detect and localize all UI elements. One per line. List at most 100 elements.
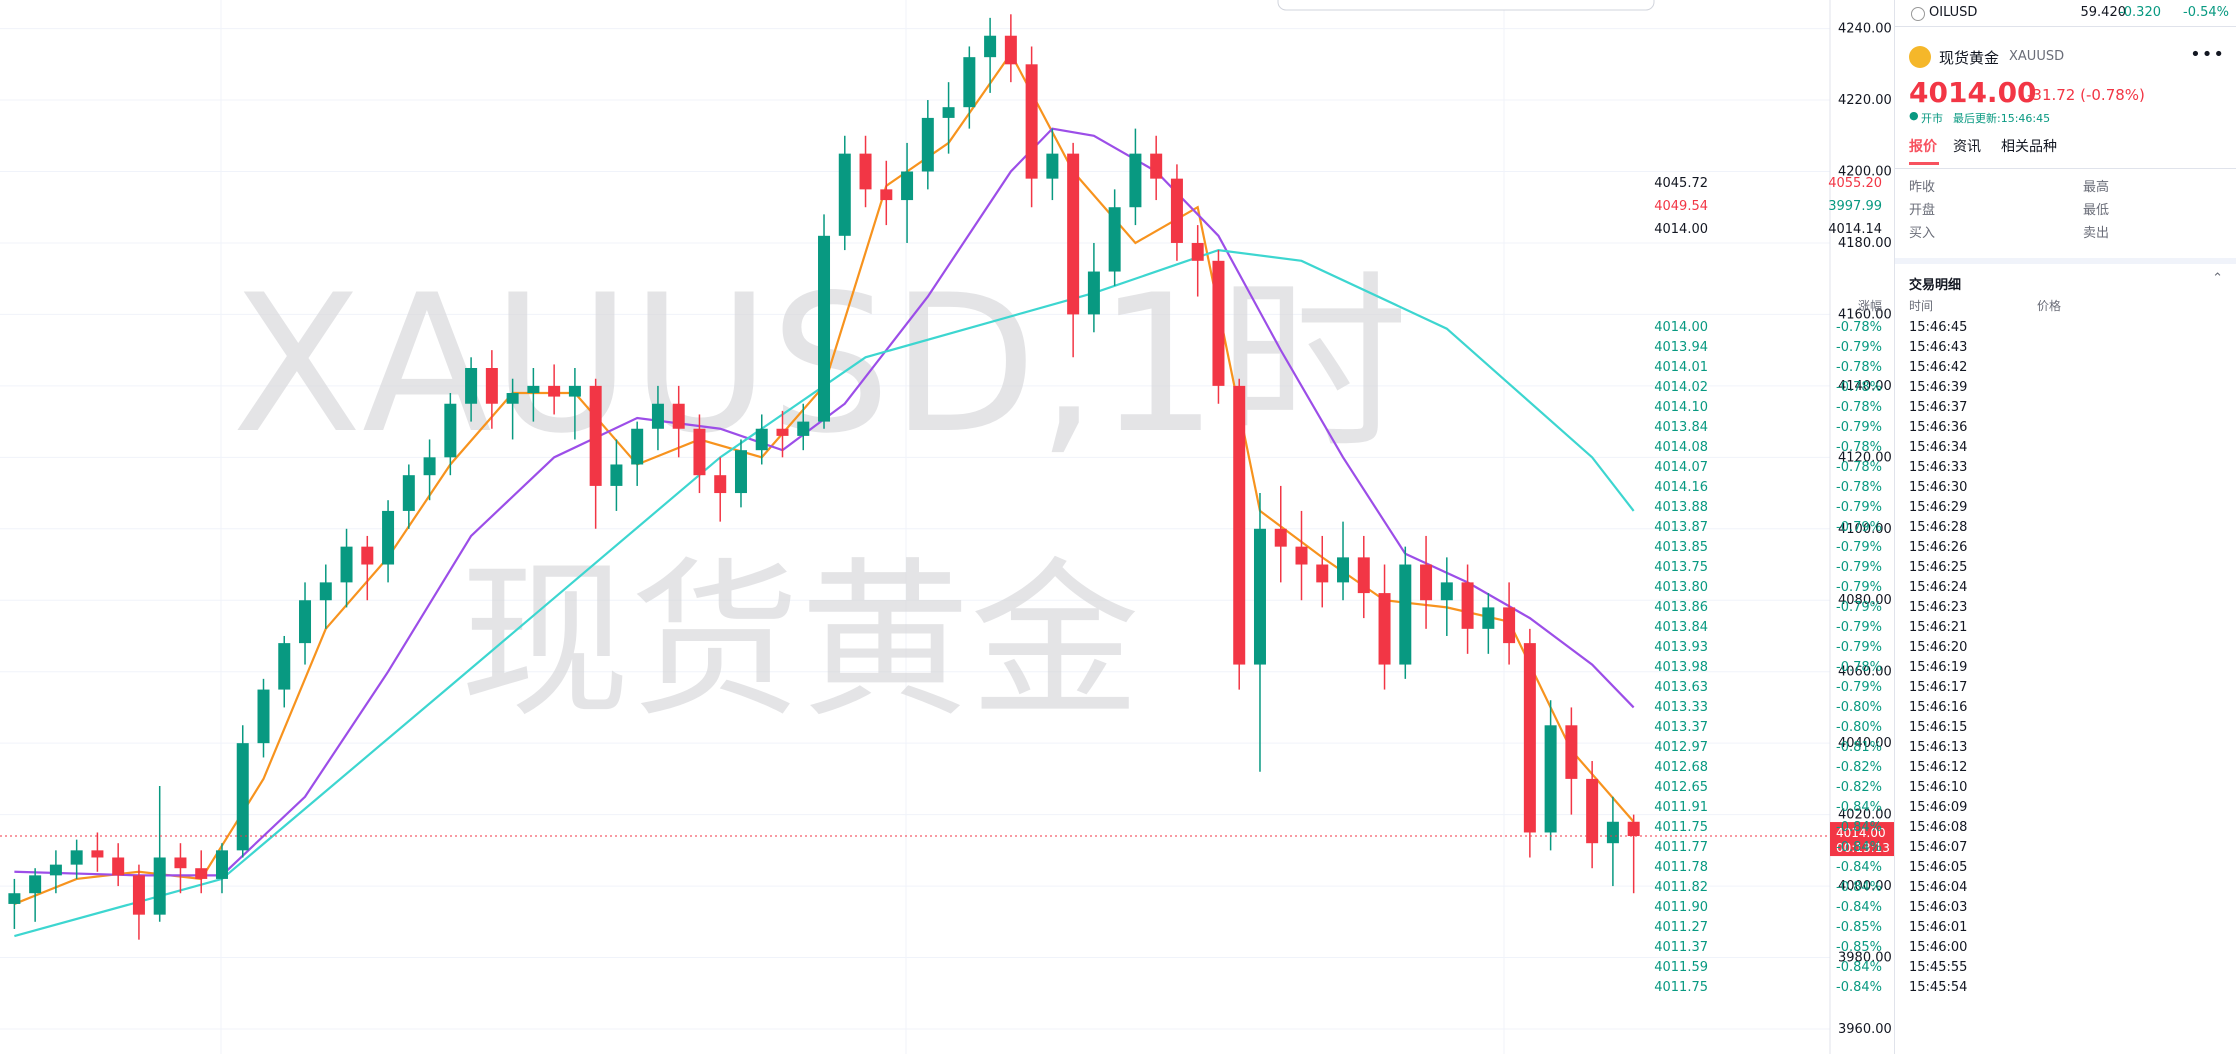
- candle-body: [132, 875, 145, 915]
- candle-body: [1170, 178, 1183, 243]
- candle-body: [797, 421, 810, 436]
- trade-change: -0.84%: [1836, 960, 1882, 975]
- trade-price: 4012.68: [1654, 760, 1708, 775]
- trade-price: 4013.80: [1654, 580, 1708, 595]
- y-tick-label: 4220.00: [1838, 93, 1892, 108]
- plot: [0, 14, 1830, 940]
- candle-body: [776, 428, 789, 436]
- stat-label: 最低: [2083, 203, 2110, 218]
- y-tick-label: 4160.00: [1838, 307, 1892, 322]
- trade-change: -0.84%: [1836, 900, 1882, 915]
- y-tick-label: 4000.00: [1838, 879, 1892, 894]
- candle-body: [942, 107, 955, 118]
- stat-label: 买入: [1909, 226, 1936, 241]
- candle-body: [1191, 242, 1204, 261]
- tab-underline: [1909, 162, 1939, 165]
- trade-time: 15:46:05: [1909, 860, 1968, 875]
- candle-body: [901, 171, 914, 201]
- candle-body: [963, 57, 976, 108]
- candle-body: [734, 450, 747, 494]
- trade-change: -0.78%: [1836, 440, 1882, 455]
- trade-price: 4012.65: [1654, 780, 1708, 795]
- candle-body: [714, 475, 727, 494]
- candle-body: [112, 857, 125, 876]
- trade-time: 15:46:33: [1909, 460, 1968, 475]
- trade-time: 15:46:30: [1909, 480, 1968, 495]
- trade-change: -0.82%: [1836, 760, 1882, 775]
- trade-time: 15:46:45: [1909, 320, 1968, 335]
- trade-price: 4014.10: [1654, 400, 1708, 415]
- tab[interactable]: 资讯: [1953, 139, 1981, 155]
- trade-change: -0.78%: [1836, 400, 1882, 415]
- market-status: 开市: [1921, 112, 1943, 125]
- y-tick-label: 3980.00: [1838, 951, 1892, 966]
- candle-body: [29, 875, 42, 894]
- stat-value: 4014.14: [1828, 222, 1882, 237]
- trade-time: 15:46:10: [1909, 780, 1968, 795]
- trade-price: 4013.94: [1654, 340, 1708, 355]
- candle-body: [195, 868, 208, 879]
- trade-price: 4014.00: [1654, 320, 1708, 335]
- trade-time: 15:46:42: [1909, 360, 1968, 375]
- trade-time: 15:46:12: [1909, 760, 1968, 775]
- trade-price: 4013.84: [1654, 420, 1708, 435]
- candle-body: [548, 385, 561, 397]
- chart: XAUUSD,1时 现货黄金 3960.003980.004000.004020…: [0, 0, 1894, 1054]
- candle-body: [1295, 546, 1308, 565]
- trade-price: 4011.75: [1654, 980, 1708, 995]
- candle-body: [1087, 271, 1100, 315]
- candle-body: [1129, 153, 1142, 208]
- tab[interactable]: 相关品种: [2001, 139, 2057, 155]
- candle-body: [174, 857, 187, 869]
- y-tick-label: 4020.00: [1838, 808, 1892, 823]
- trade-price: 4013.98: [1654, 660, 1708, 675]
- trade-change: -0.84%: [1836, 880, 1882, 895]
- trade-time: 15:46:37: [1909, 400, 1968, 415]
- more-button[interactable]: •••: [2190, 44, 2225, 65]
- candle-body: [1357, 557, 1370, 594]
- trade-price: 4011.78: [1654, 860, 1708, 875]
- grid: [0, 28, 1830, 1030]
- candle-body: [444, 403, 457, 458]
- y-tick-label: 3960.00: [1838, 1022, 1892, 1037]
- trade-change: -0.84%: [1836, 860, 1882, 875]
- candle-body: [153, 857, 166, 915]
- candle-body: [1150, 153, 1163, 179]
- trade-time: 15:45:55: [1909, 960, 1968, 975]
- ma-line: [14, 127, 1635, 877]
- ticker-symbol[interactable]: OILUSD: [1929, 5, 1978, 20]
- candle-body: [1046, 153, 1059, 179]
- candle-body: [423, 457, 436, 476]
- collapse[interactable]: ⌃: [2212, 271, 2223, 286]
- candle-body: [8, 893, 21, 904]
- candle-body: [215, 850, 228, 879]
- trade-price: 4013.87: [1654, 520, 1708, 535]
- trade-price: 4013.93: [1654, 640, 1708, 655]
- candle-body: [91, 850, 104, 858]
- trade-change: -0.79%: [1836, 420, 1882, 435]
- last-price-tag: [1830, 822, 1894, 857]
- trade-time: 15:46:01: [1909, 920, 1968, 935]
- ticker-icon: [1911, 7, 1925, 21]
- ticker-price: 59.420: [2080, 5, 2127, 20]
- trade-price: 4013.88: [1654, 500, 1708, 515]
- y-tick-label: 4200.00: [1838, 164, 1892, 179]
- trade-time: 15:46:29: [1909, 500, 1968, 515]
- trade-price: 4011.59: [1654, 960, 1708, 975]
- trade-time: 15:46:17: [1909, 680, 1968, 695]
- stat-label: 开盘: [1909, 203, 1936, 218]
- trade-price: 4011.37: [1654, 940, 1708, 955]
- trade-time: 15:46:15: [1909, 720, 1968, 735]
- trade-change: -0.80%: [1836, 720, 1882, 735]
- trade-time: 15:46:28: [1909, 520, 1968, 535]
- y-tick-label: 4140.00: [1838, 379, 1892, 394]
- trade-time: 15:46:25: [1909, 560, 1968, 575]
- trade-change: -0.78%: [1836, 360, 1882, 375]
- candle-body: [1378, 593, 1391, 665]
- divider: [1895, 168, 2236, 169]
- trade-change: -0.78%: [1836, 660, 1882, 675]
- trade-price: 4011.77: [1654, 840, 1708, 855]
- trade-price: 4014.07: [1654, 460, 1708, 475]
- tab[interactable]: 报价: [1909, 139, 1937, 155]
- candle-body: [257, 689, 270, 744]
